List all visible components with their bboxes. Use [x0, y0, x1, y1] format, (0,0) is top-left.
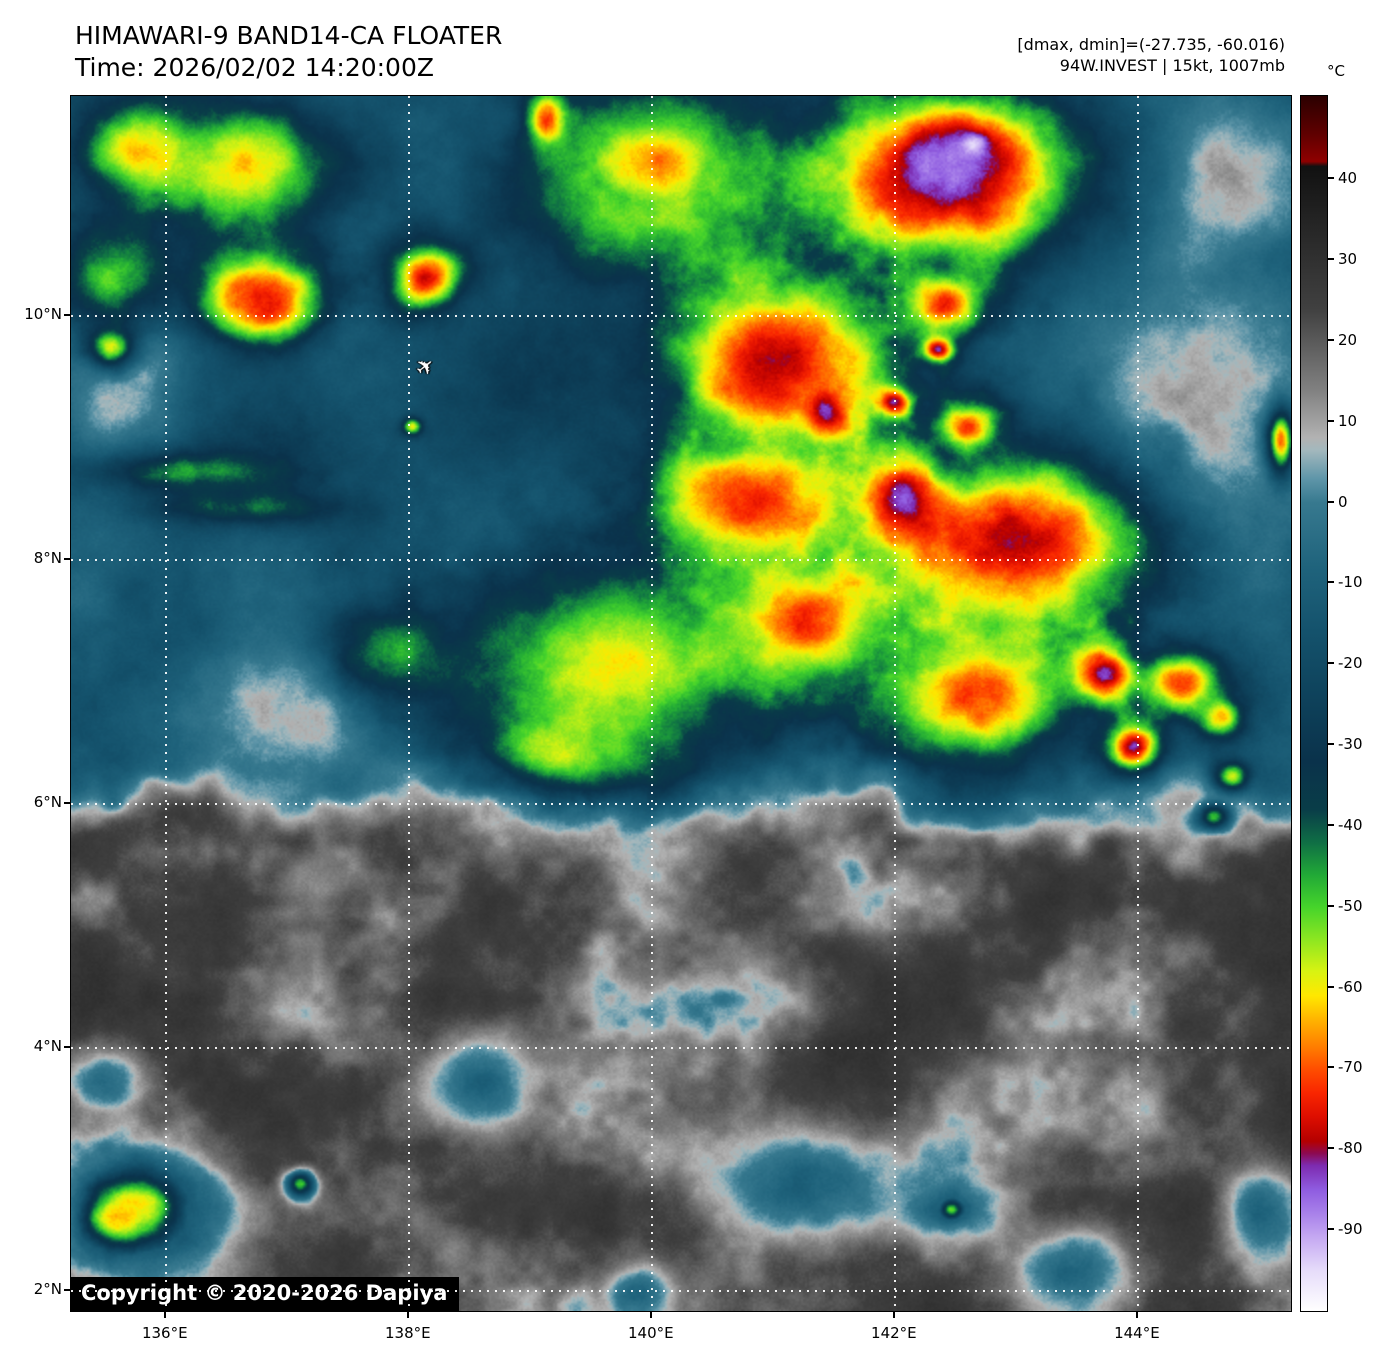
- lon-axis-label: 138°E: [384, 1324, 431, 1342]
- lat-axis-tick: [64, 1045, 70, 1048]
- lon-axis-tick: [892, 1312, 895, 1318]
- colorbar-tick-label: 40: [1338, 169, 1358, 188]
- latitude-gridline: [71, 802, 1291, 805]
- lon-axis-tick: [406, 1312, 409, 1318]
- colorbar-tick: [1328, 1147, 1334, 1150]
- lat-axis-label: 8°N: [33, 548, 62, 567]
- colorbar-tick-label: -40: [1338, 815, 1363, 834]
- copyright-badge: Copyright © 2020-2026 Dapiya: [71, 1277, 460, 1311]
- lat-axis-tick: [64, 313, 70, 316]
- colorbar-tick-label: 10: [1338, 411, 1358, 430]
- lon-axis-tick: [163, 1312, 166, 1318]
- satellite-map-panel: ✈ Copyright © 2020-2026 Dapiya: [70, 95, 1292, 1312]
- colorbar-gradient: [1300, 95, 1328, 1312]
- latitude-gridline: [71, 1290, 1291, 1293]
- latitude-gridline: [71, 1046, 1291, 1049]
- latitude-gridline: [71, 558, 1291, 561]
- lon-axis-tick: [649, 1312, 652, 1318]
- colorbar-tick: [1328, 500, 1334, 503]
- colorbar-tick: [1328, 338, 1334, 341]
- colorbar-tick-label: -80: [1338, 1139, 1363, 1158]
- header-readouts: [dmax, dmin]=(-27.735, -60.016) 94W.INVE…: [1017, 34, 1285, 76]
- lat-axis-label: 6°N: [33, 792, 62, 811]
- lat-axis-tick: [64, 801, 70, 804]
- product-title: HIMAWARI-9 BAND14-CA FLOATER: [75, 21, 503, 50]
- colorbar-tick: [1328, 1066, 1334, 1069]
- colorbar-tick: [1328, 419, 1334, 422]
- colorbar-tick: [1328, 823, 1334, 826]
- colorbar-tick: [1328, 177, 1334, 180]
- colorbar-tick: [1328, 985, 1334, 988]
- colorbar-tick-label: 0: [1338, 492, 1348, 511]
- colorbar-tick-label: -30: [1338, 735, 1363, 754]
- lat-axis-tick: [64, 1289, 70, 1292]
- colorbar-unit-label: °C: [1327, 62, 1345, 80]
- lon-axis-label: 142°E: [871, 1324, 917, 1342]
- colorbar-tick: [1328, 743, 1334, 746]
- longitude-gridline: [650, 96, 653, 1311]
- lon-axis-label: 140°E: [628, 1324, 674, 1342]
- colorbar-tick-label: -60: [1338, 977, 1363, 996]
- colorbar-tick-label: -10: [1338, 573, 1363, 592]
- longitude-gridline: [407, 96, 410, 1311]
- colorbar-tick-label: -20: [1338, 654, 1363, 673]
- colorbar-tick: [1328, 662, 1334, 665]
- product-time: Time: 2026/02/02 14:20:00Z: [75, 53, 434, 82]
- colorbar-tick: [1328, 1228, 1334, 1231]
- lat-axis-tick: [64, 557, 70, 560]
- colorbar-tick: [1328, 258, 1334, 261]
- satellite-imagery: [71, 96, 1291, 1311]
- colorbar-tick: [1328, 581, 1334, 584]
- longitude-gridline: [893, 96, 896, 1311]
- longitude-gridline: [164, 96, 167, 1311]
- header: HIMAWARI-9 BAND14-CA FLOATER Time: 2026/…: [75, 20, 502, 84]
- lat-axis-label: 4°N: [33, 1036, 62, 1055]
- colorbar-tick-label: -50: [1338, 896, 1363, 915]
- colorbar-tick-label: 20: [1338, 330, 1358, 349]
- lon-axis-label: 136°E: [141, 1324, 188, 1342]
- colorbar-tick: [1328, 904, 1334, 907]
- colorbar-tick-label: -90: [1338, 1220, 1363, 1239]
- dmax-dmin-readout: [dmax, dmin]=(-27.735, -60.016): [1017, 35, 1285, 54]
- latitude-gridline: [71, 314, 1291, 317]
- lat-axis-label: 2°N: [33, 1280, 62, 1299]
- storm-info-readout: 94W.INVEST | 15kt, 1007mb: [1059, 56, 1285, 75]
- colorbar-tick-label: 30: [1338, 250, 1358, 269]
- lon-axis-label: 144°E: [1114, 1324, 1160, 1342]
- lon-axis-tick: [1135, 1312, 1138, 1318]
- longitude-gridline: [1136, 96, 1139, 1311]
- lat-axis-label: 10°N: [24, 304, 62, 323]
- colorbar-tick-label: -70: [1338, 1058, 1363, 1077]
